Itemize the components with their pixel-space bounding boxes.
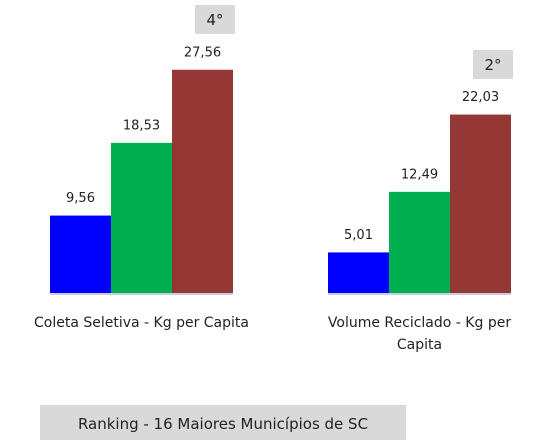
ranking-badge: 2° bbox=[473, 49, 513, 79]
bar bbox=[328, 252, 389, 293]
value-label: 5,01 bbox=[344, 228, 373, 243]
category-label: Coleta Seletiva - Kg per Capita bbox=[34, 315, 249, 331]
bar bbox=[172, 69, 233, 293]
ranking-badge: 4° bbox=[195, 4, 235, 34]
chart-title: Ranking - 16 Maiores Municípios de SC bbox=[40, 405, 406, 440]
category-label: Volume Reciclado - Kg per Capita bbox=[327, 315, 512, 353]
value-label: 9,56 bbox=[66, 191, 95, 206]
bar bbox=[50, 215, 111, 293]
value-label: 12,49 bbox=[401, 167, 438, 182]
value-label: 22,03 bbox=[462, 90, 499, 105]
plot: 9,56 18,53 27,56 5,01 12,49 22,03 bbox=[50, 45, 511, 295]
bar bbox=[111, 142, 172, 293]
value-label: 18,53 bbox=[123, 118, 160, 133]
bar bbox=[450, 114, 511, 293]
bar bbox=[389, 191, 450, 293]
value-label: 27,56 bbox=[184, 45, 221, 60]
